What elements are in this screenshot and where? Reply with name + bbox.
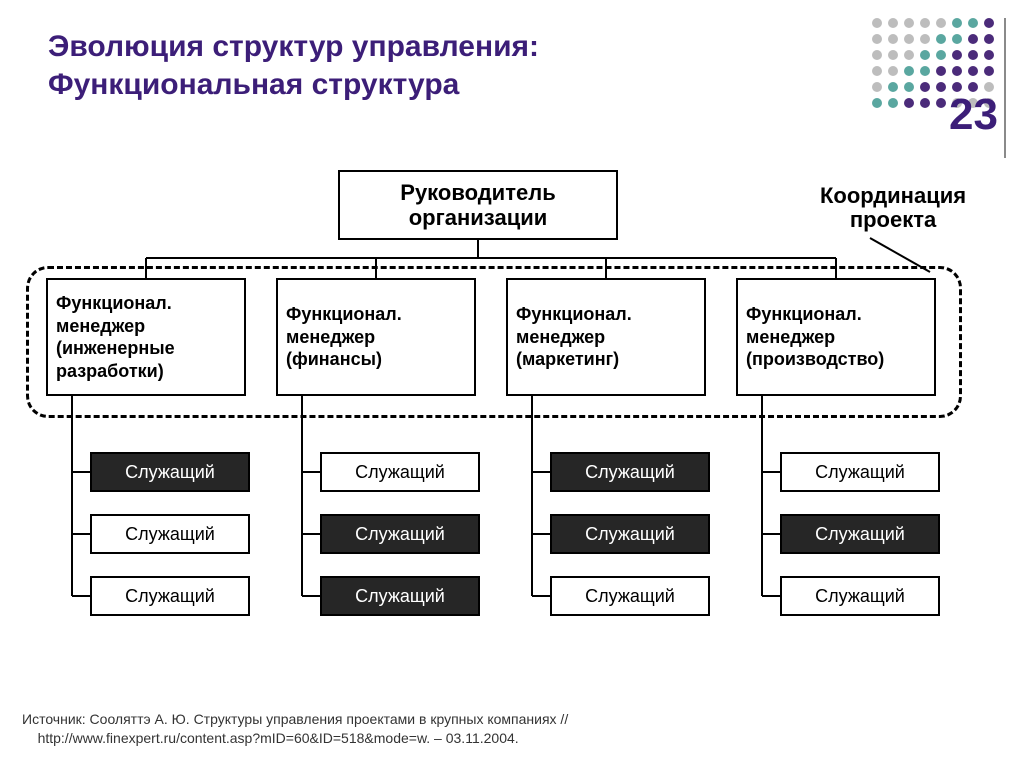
employee-node: Служащий: [550, 576, 710, 616]
source-line-1: Источник: Сооляттэ А. Ю. Структуры управ…: [22, 711, 568, 727]
employee-node: Служащий: [320, 514, 480, 554]
employee-node: Служащий: [320, 452, 480, 492]
source-citation: Источник: Сооляттэ А. Ю. Структуры управ…: [22, 710, 568, 748]
employee-node: Служащий: [90, 576, 250, 616]
manager-node-1: Функционал.менеджер(финансы): [276, 278, 476, 396]
employee-node: Служащий: [780, 576, 940, 616]
manager-node-2: Функционал.менеджер(маркетинг): [506, 278, 706, 396]
employee-node: Служащий: [780, 514, 940, 554]
employee-node: Служащий: [90, 514, 250, 554]
slide-number: 23: [949, 90, 998, 140]
slide: Эволюция структур управления: Функционал…: [0, 0, 1024, 768]
coordination-label: Координацияпроекта: [820, 184, 966, 232]
slide-title: Эволюция структур управления: Функционал…: [48, 28, 539, 103]
root-node: Руководительорганизации: [338, 170, 618, 240]
employee-node: Служащий: [550, 452, 710, 492]
manager-node-3: Функционал.менеджер(производство): [736, 278, 936, 396]
title-line-2: Функциональная структура: [48, 68, 459, 101]
manager-node-0: Функционал.менеджер(инженерныеразработки…: [46, 278, 246, 396]
employee-node: Служащий: [320, 576, 480, 616]
source-line-2: http://www.finexpert.ru/content.asp?mID=…: [38, 730, 519, 746]
employee-node: Служащий: [90, 452, 250, 492]
employee-node: Служащий: [780, 452, 940, 492]
vertical-rule: [1004, 18, 1006, 158]
employee-node: Служащий: [550, 514, 710, 554]
title-line-1: Эволюция структур управления:: [48, 30, 539, 63]
